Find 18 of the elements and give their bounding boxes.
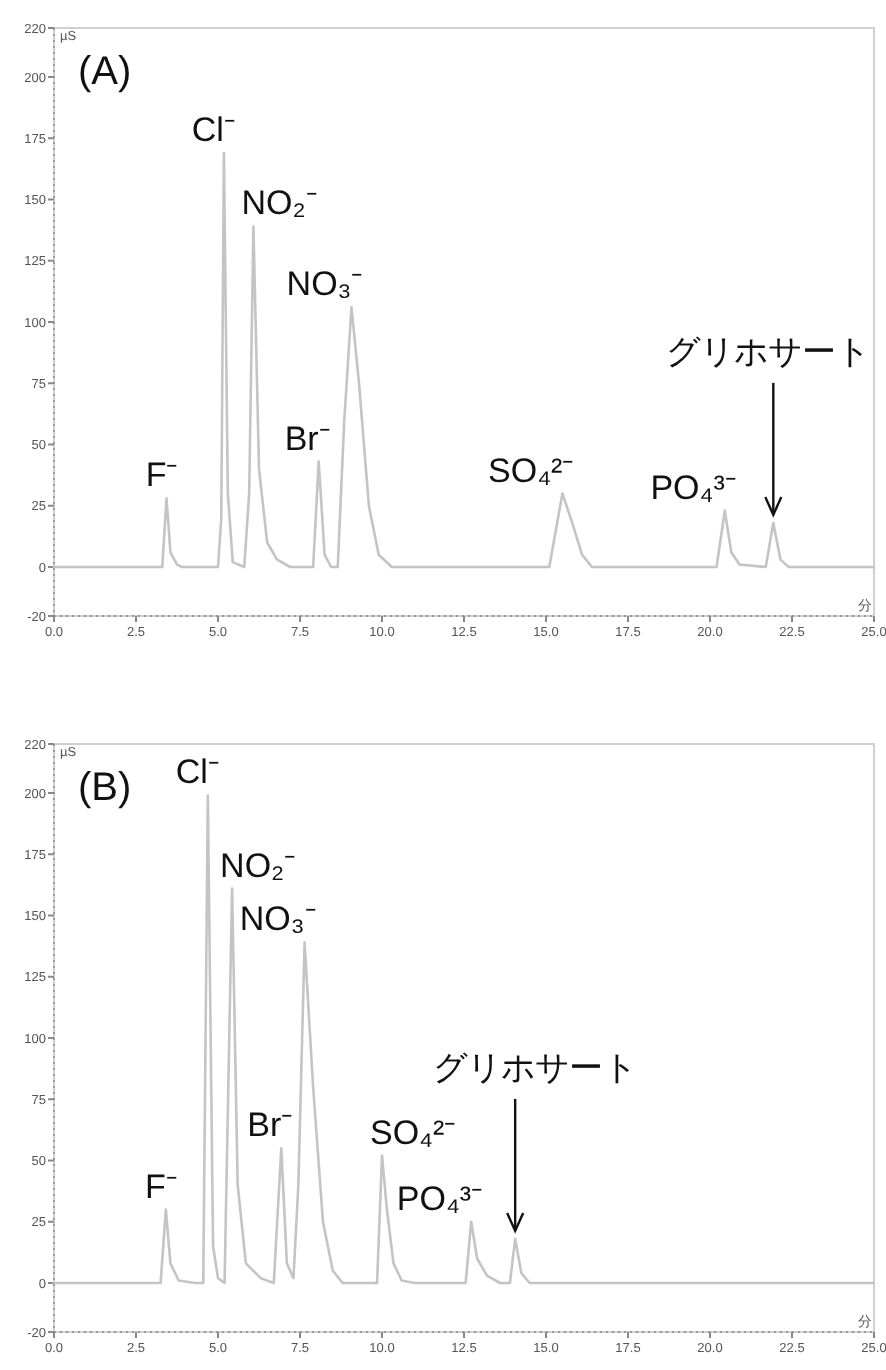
annotation: F⁻ xyxy=(145,1167,178,1206)
annotation: NO₃⁻ xyxy=(286,265,364,304)
annotation: Br⁻ xyxy=(247,1106,294,1145)
annotation: F⁻ xyxy=(145,456,179,495)
annotation: SO₄²⁻ xyxy=(370,1113,457,1152)
annotation: グリホサート xyxy=(433,1048,638,1087)
annotation: NO₂⁻ xyxy=(241,184,318,223)
annotation: Cl⁻ xyxy=(175,753,220,792)
annotation: Br⁻ xyxy=(284,419,331,458)
annotation: PO₄³⁻ xyxy=(396,1179,484,1218)
text: (B) xyxy=(78,766,132,810)
annotation: Cl⁻ xyxy=(191,110,236,149)
annotation: グリホサート xyxy=(666,332,870,371)
annotation: NO₃⁻ xyxy=(239,900,317,939)
annotation: PO₄³⁻ xyxy=(650,468,737,507)
annotation: NO₂⁻ xyxy=(220,846,297,885)
text: (A) xyxy=(78,50,132,94)
annotation: SO₄²⁻ xyxy=(488,451,575,490)
